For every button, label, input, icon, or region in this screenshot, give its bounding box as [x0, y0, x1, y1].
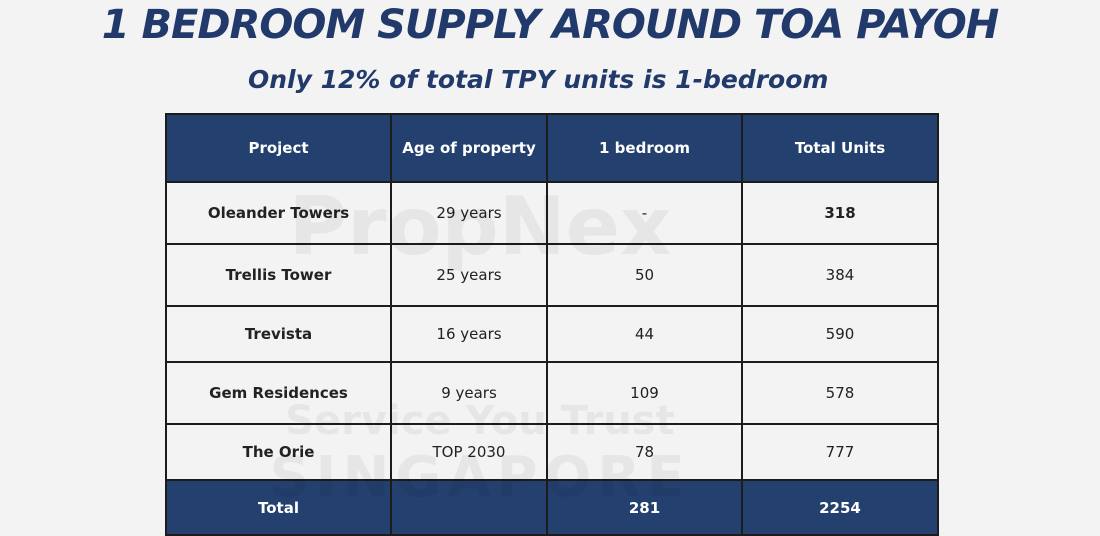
table-cell: Trevista — [165, 305, 392, 363]
subtitle: Only 12% of total TPY units is 1-bedroom — [248, 65, 829, 94]
column-header: 1 bedroom — [546, 113, 743, 183]
table-cell: 590 — [741, 305, 939, 363]
table-cell: 109 — [546, 361, 743, 425]
table-cell: TOP 2030 — [390, 423, 548, 481]
table-cell: 777 — [741, 423, 939, 481]
table-cell: 78 — [546, 423, 743, 481]
supply-table: Project Age of property 1 bedroom Total Uni… — [165, 113, 939, 536]
table-cell: Trellis Tower — [165, 243, 392, 307]
table-cell: Oleander Towers — [165, 181, 392, 245]
table-cell: 318 — [741, 181, 939, 245]
column-header: Project — [165, 113, 392, 183]
column-header: Age of property — [390, 113, 548, 183]
table-cell: 50 — [546, 243, 743, 307]
table-cell: Gem Residences — [165, 361, 392, 425]
table-row: Oleander Towers 29 years -318 — [165, 181, 939, 245]
table-cell: - — [546, 181, 743, 245]
table-cell: 29 years — [390, 181, 548, 245]
table-cell: 25 years — [390, 243, 548, 307]
table-cell: 44 — [546, 305, 743, 363]
table-row: Trellis Tower 25 years 50 384 — [165, 243, 939, 307]
column-header: Total Units — [741, 113, 939, 183]
table-row: Trevista 16 years 44 590 — [165, 305, 939, 363]
table-cell: 384 — [741, 243, 939, 307]
title: 1 BEDROOM SUPPLY AROUND TOA PAYOH — [101, 2, 999, 48]
header-row: Project Age of property 1 bedroom Total Uni… — [165, 113, 939, 183]
table-body: Oleander Towers 29 years -318 Trellis Tower… — [165, 181, 939, 536]
table-row: The Orie TOP 2030 78 777 — [165, 423, 939, 481]
table-cell: 9 years — [390, 361, 548, 425]
table-cell: 578 — [741, 361, 939, 425]
table-cell: The Orie — [165, 423, 392, 481]
table-row: Gem Residences 9 years 109 578 — [165, 361, 939, 425]
table-cell: 16 years — [390, 305, 548, 363]
